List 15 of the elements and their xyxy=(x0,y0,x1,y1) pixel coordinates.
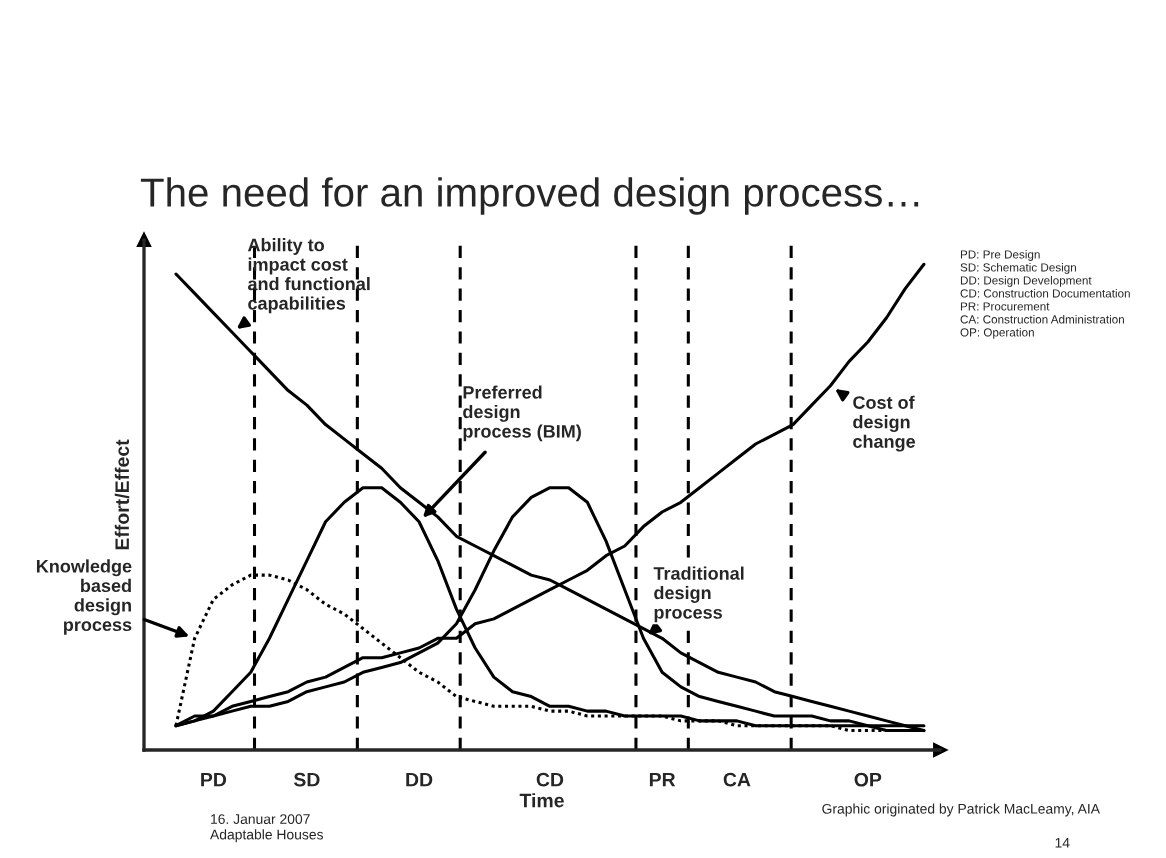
x-tick-label: CD xyxy=(536,772,564,787)
x-tick-label: PD xyxy=(201,772,227,787)
x-tick-label: OP xyxy=(854,772,882,787)
text: Preferred design process (BIM) xyxy=(463,385,581,442)
series-label: Traditional design process xyxy=(653,566,744,623)
x-tick-label: SD xyxy=(293,772,320,787)
x-tick-label: PR xyxy=(649,772,676,787)
series-label: Ability to impact cost and functional capabilities xyxy=(247,238,370,314)
chart-title: The need for an improved design process… xyxy=(140,177,919,215)
x-tick-label: DD xyxy=(406,772,433,787)
text: Knowledge based design process xyxy=(36,559,132,635)
legend-label: Cost of design change xyxy=(853,395,916,452)
x-tick-label: CA xyxy=(723,772,751,787)
y-axis-title: Effort/Effect xyxy=(114,439,130,550)
x-axis-title: Time xyxy=(519,793,564,808)
